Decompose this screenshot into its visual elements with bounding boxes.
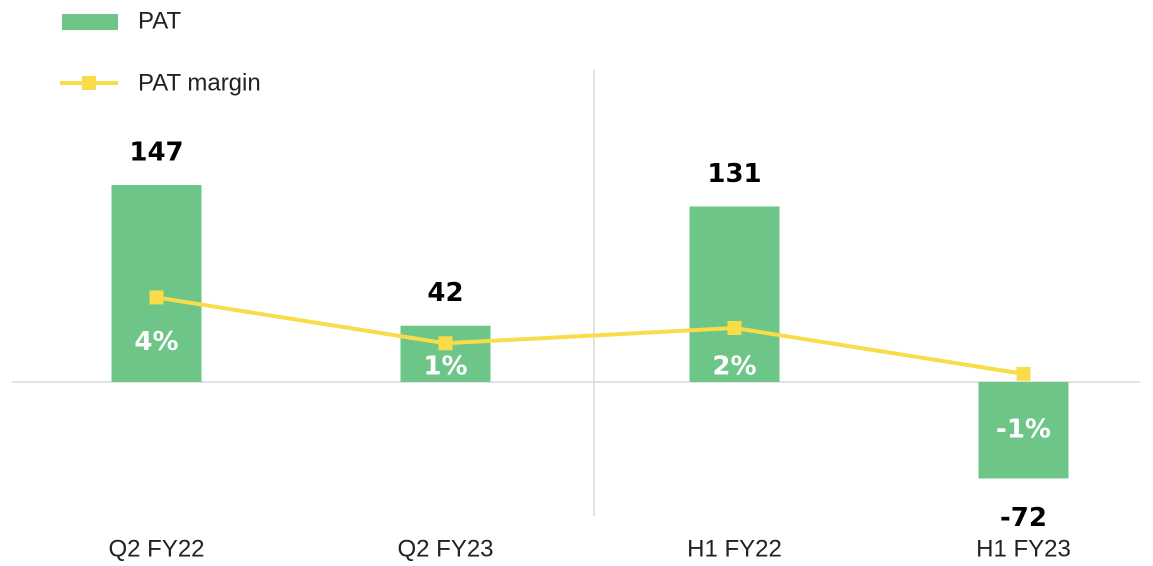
data-label: 1% — [423, 352, 467, 382]
legend-label: PAT margin — [138, 69, 261, 96]
data-label: 147 — [129, 138, 183, 168]
marker — [727, 320, 742, 335]
marker — [438, 336, 453, 351]
data-label: 131 — [707, 159, 761, 189]
data-label: -1% — [996, 415, 1051, 445]
legend-swatch-marker — [82, 76, 96, 90]
bar — [400, 325, 491, 382]
marker — [1016, 366, 1031, 381]
bar — [978, 382, 1069, 479]
legend-label: PAT — [138, 7, 181, 34]
data-label: 4% — [134, 327, 178, 357]
x-tick-label: Q2 FY23 — [397, 535, 493, 562]
data-label: 42 — [427, 278, 463, 308]
x-tick-label: Q2 FY22 — [108, 535, 204, 562]
x-tick-label: H1 FY22 — [687, 535, 782, 562]
bar — [689, 206, 780, 382]
data-label: -72 — [1000, 503, 1047, 533]
line — [156, 295, 1024, 376]
legend-swatch-bar — [62, 14, 118, 30]
data-label: 2% — [712, 352, 756, 382]
x-tick-label: H1 FY23 — [976, 535, 1071, 562]
bar — [111, 185, 202, 382]
marker — [149, 290, 164, 305]
